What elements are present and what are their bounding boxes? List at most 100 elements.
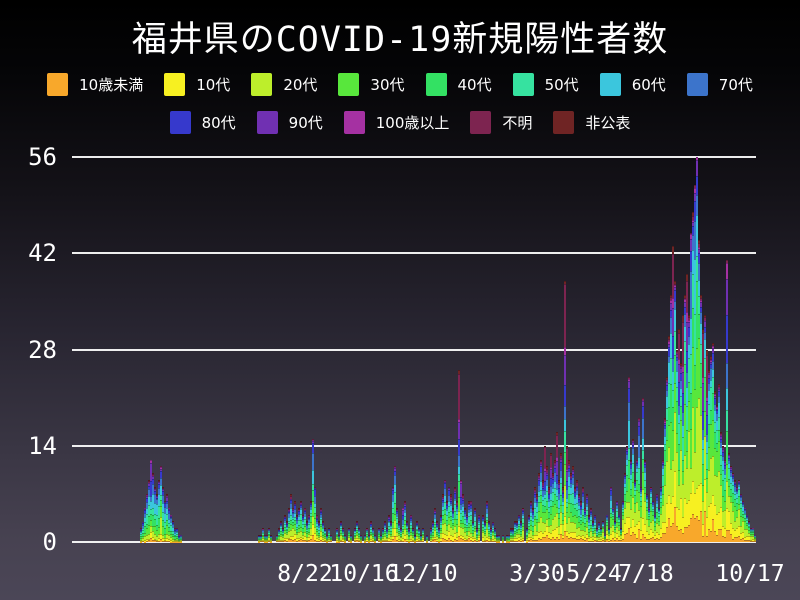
bar-segment xyxy=(452,519,454,523)
bar-segment xyxy=(286,525,288,528)
bar xyxy=(330,535,332,542)
bar-segment xyxy=(498,537,500,539)
bar-segment xyxy=(270,537,272,538)
bar-segment xyxy=(448,490,450,496)
bar-segment xyxy=(692,514,694,542)
bar-segment xyxy=(418,531,420,533)
bar-segment xyxy=(170,522,172,525)
bar-segment xyxy=(432,534,434,537)
bar-segment xyxy=(640,505,642,518)
bar-segment xyxy=(454,532,456,539)
bar-segment xyxy=(442,523,444,533)
bar-segment xyxy=(280,527,282,531)
bar-segment xyxy=(518,519,520,524)
bar xyxy=(406,521,408,542)
bar-segment xyxy=(278,531,280,533)
bar-segment xyxy=(338,538,340,540)
bar xyxy=(340,521,342,542)
bar-segment xyxy=(288,522,290,528)
bar-segment xyxy=(338,536,340,538)
bar-segment xyxy=(508,538,510,540)
bar-segment xyxy=(662,504,664,522)
bar-segment xyxy=(368,537,370,538)
bar-segment xyxy=(682,516,684,533)
bar-segment xyxy=(730,534,732,542)
bar-segment xyxy=(694,493,696,518)
bar-segment xyxy=(152,507,154,516)
bar-segment xyxy=(168,534,170,540)
bar-segment xyxy=(714,421,716,433)
bar-segment xyxy=(668,517,670,542)
bar-segment xyxy=(378,529,380,531)
bar-segment xyxy=(570,482,572,487)
bar-segment xyxy=(288,507,290,509)
bar-segment xyxy=(654,538,656,542)
bar-segment xyxy=(674,354,676,383)
bar-segment xyxy=(398,524,400,527)
bar-segment xyxy=(706,415,708,434)
bar xyxy=(612,507,614,542)
bar-segment xyxy=(600,538,602,541)
bar-segment xyxy=(266,539,268,542)
bar-segment xyxy=(682,425,684,438)
bar-segment xyxy=(588,531,590,536)
bar-segment xyxy=(386,541,388,542)
bar-segment xyxy=(342,540,344,542)
bar-segment xyxy=(546,525,548,536)
bar-segment xyxy=(310,512,312,517)
bar-segment xyxy=(300,501,302,504)
bar-segment xyxy=(628,528,630,542)
bar-segment xyxy=(566,489,568,498)
bar-segment xyxy=(392,513,394,522)
bar-segment xyxy=(572,470,574,472)
bar-segment xyxy=(434,527,436,531)
bar-segment xyxy=(328,535,330,538)
bar xyxy=(632,438,634,542)
bar-segment xyxy=(512,541,514,542)
bar-segment xyxy=(730,469,732,472)
bar-segment xyxy=(454,490,456,491)
bar-segment xyxy=(546,518,548,526)
bar-segment xyxy=(162,540,164,542)
bar-segment xyxy=(560,512,562,525)
bar-segment xyxy=(380,537,382,539)
bar-segment xyxy=(570,474,572,477)
bar-segment xyxy=(260,537,262,538)
bar-segment xyxy=(294,512,296,517)
bar-segment xyxy=(308,517,310,519)
bar-segment xyxy=(728,486,730,496)
bar-segment xyxy=(732,492,734,503)
bar-segment xyxy=(402,508,404,511)
bar-segment xyxy=(460,480,462,484)
bar-segment xyxy=(546,474,548,480)
bar-segment xyxy=(360,537,362,539)
bar-segment xyxy=(710,356,712,359)
bar-segment xyxy=(748,522,750,524)
bar-segment xyxy=(142,540,144,542)
x-axis-tick-label: 10/16 xyxy=(329,561,399,587)
x-axis-tick-label: 10/17 xyxy=(715,561,785,587)
bar-segment xyxy=(290,523,292,531)
bar-segment xyxy=(682,437,684,460)
legend-label: 80代 xyxy=(201,114,236,132)
bar xyxy=(158,480,160,542)
bar-segment xyxy=(290,493,292,496)
bar-segment xyxy=(592,538,594,542)
bar xyxy=(320,507,322,542)
bar-segment xyxy=(402,537,404,542)
bar-segment xyxy=(174,536,176,539)
bar-segment xyxy=(296,520,298,523)
bar-segment xyxy=(328,537,330,539)
bar-segment xyxy=(432,525,434,528)
bar-segment xyxy=(512,535,514,537)
bar-segment xyxy=(586,534,588,539)
bar-segment xyxy=(354,536,356,539)
bar-segment xyxy=(514,532,516,537)
bar-segment xyxy=(494,536,496,538)
bar-segment xyxy=(458,422,460,439)
bar-segment xyxy=(430,528,432,530)
bar-segment xyxy=(160,538,162,542)
bar-segment xyxy=(712,346,714,349)
bar-segment xyxy=(342,534,344,536)
bar-segment xyxy=(740,532,742,539)
